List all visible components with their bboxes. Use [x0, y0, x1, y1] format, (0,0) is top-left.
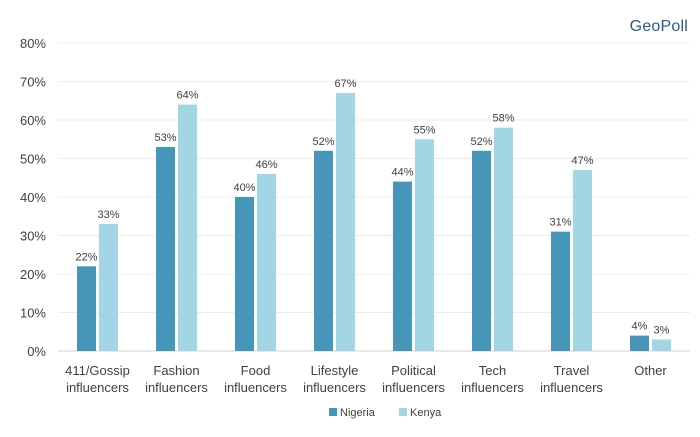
data-label: 40%	[233, 182, 255, 194]
bar-nigeria	[235, 197, 254, 351]
data-label: 47%	[571, 155, 593, 167]
x-tick-label: Travel influencers	[540, 363, 603, 395]
bar-kenya	[494, 127, 513, 351]
x-tick-label: 411/Gossip influencers	[65, 363, 130, 395]
y-tick-label: 20%	[20, 267, 46, 282]
legend-label: Kenya	[410, 407, 442, 419]
y-tick-label: 60%	[20, 113, 46, 128]
legend-label: Nigeria	[340, 407, 376, 419]
data-label: 46%	[255, 159, 277, 171]
bar-nigeria	[314, 150, 333, 351]
y-tick-label: 30%	[20, 229, 46, 244]
logo-text: GeoPoll	[629, 18, 688, 35]
x-tick-label: Other	[634, 363, 667, 378]
data-label: 64%	[176, 90, 198, 102]
y-tick-label: 10%	[20, 306, 46, 321]
x-tick-label: Political influencers	[382, 363, 445, 395]
data-label: 44%	[391, 167, 413, 179]
bar-kenya	[99, 223, 118, 351]
x-tick-label: Lifestyle influencers	[303, 363, 366, 395]
data-label: 3%	[654, 324, 670, 336]
data-label: 58%	[492, 113, 514, 125]
data-label: 22%	[75, 251, 97, 263]
bar-kenya	[257, 173, 276, 351]
geopoll-logo: GeoPoll	[630, 18, 688, 36]
data-label: 31%	[549, 217, 571, 229]
y-tick-label: 70%	[20, 75, 46, 90]
x-tick-label: Food influencers	[224, 363, 287, 395]
legend-swatch	[329, 408, 337, 416]
y-tick-label: 50%	[20, 152, 46, 167]
bar-kenya	[573, 170, 592, 351]
data-label: 55%	[413, 124, 435, 136]
bar-nigeria	[156, 146, 175, 351]
data-label: 4%	[632, 321, 648, 333]
x-tick-label: Fashion influencers	[145, 363, 208, 395]
bar-nigeria	[472, 150, 491, 351]
x-tick-label: Tech influencers	[461, 363, 524, 395]
bar-kenya	[652, 339, 671, 351]
data-label: 67%	[334, 78, 356, 90]
data-label: 53%	[154, 132, 176, 144]
data-label: 52%	[470, 136, 492, 148]
bar-kenya	[178, 104, 197, 351]
data-label: 33%	[97, 209, 119, 221]
data-label: 52%	[312, 136, 334, 148]
bar-nigeria	[551, 231, 570, 351]
bar-kenya	[415, 139, 434, 351]
bar-kenya	[336, 93, 355, 352]
y-tick-label: 0%	[27, 344, 46, 359]
y-tick-label: 80%	[20, 36, 46, 51]
bar-nigeria	[393, 181, 412, 351]
bar-nigeria	[77, 266, 96, 351]
legend-swatch	[399, 408, 407, 416]
bar-nigeria	[630, 335, 649, 351]
y-tick-label: 40%	[20, 190, 46, 205]
